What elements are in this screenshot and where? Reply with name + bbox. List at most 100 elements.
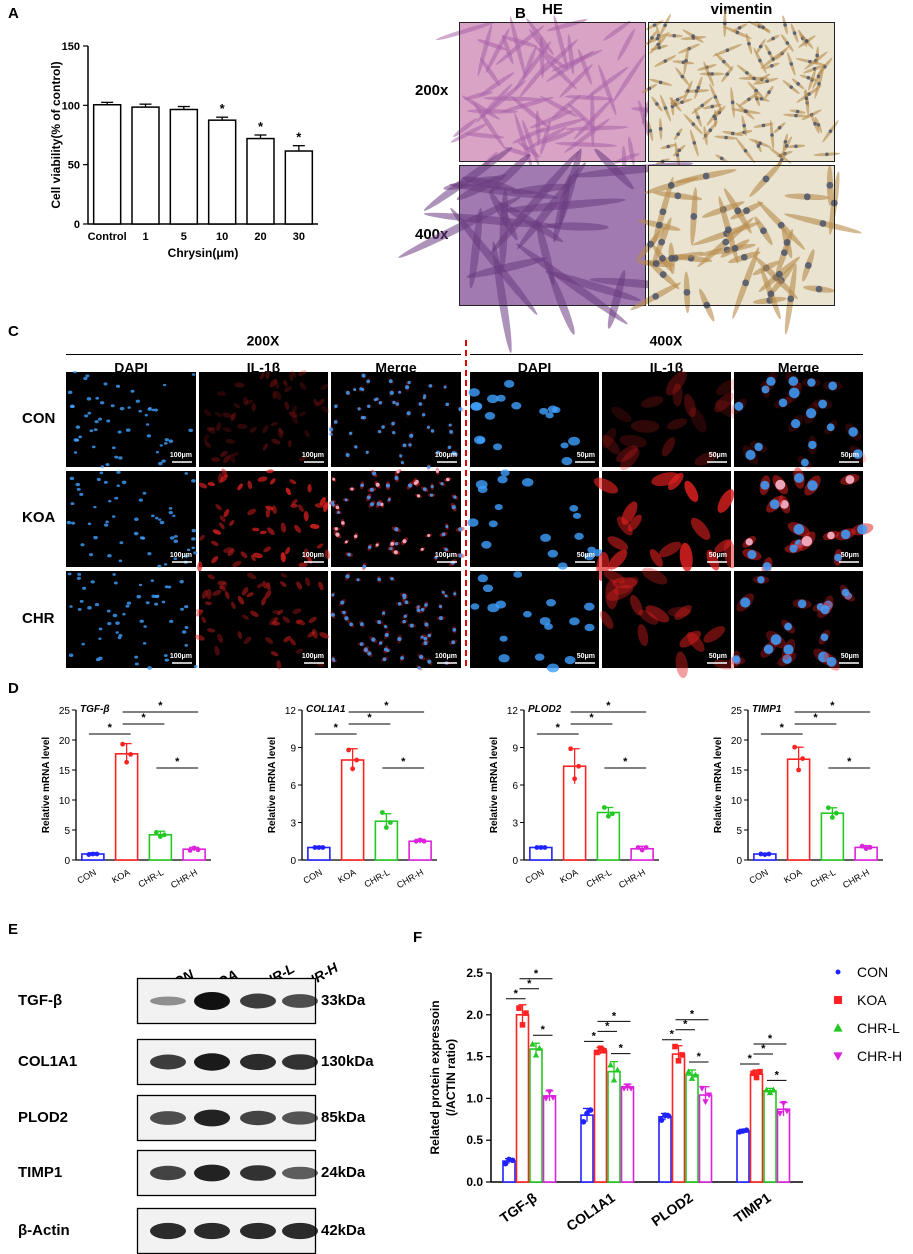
bar [169, 108, 199, 225]
nucleus [103, 480, 108, 484]
nucleus [404, 385, 410, 390]
y-tick-label: 0.0 [466, 1175, 483, 1189]
data-point [685, 1068, 692, 1075]
il1b-signal [212, 529, 222, 535]
blot-name: β-Actin [18, 1222, 70, 1239]
panel-label-c: C [8, 323, 19, 340]
data-point [607, 1061, 614, 1068]
he-cell [539, 96, 578, 117]
data-point [766, 1089, 774, 1096]
nucleus [477, 574, 489, 583]
il1b-signal [280, 573, 288, 578]
nucleus [95, 396, 100, 400]
nucleus [482, 584, 494, 593]
he-cell [519, 60, 550, 98]
nucleus [745, 449, 756, 461]
nucleus [87, 411, 92, 415]
nucleus [569, 617, 580, 626]
nucleus [105, 463, 110, 467]
nucleus [547, 549, 559, 558]
nucleus [113, 581, 118, 585]
image-background [66, 471, 196, 567]
nucleus [453, 592, 457, 596]
nucleus [151, 408, 155, 412]
nucleus [403, 614, 407, 618]
fluorescence-image: 100μm [330, 571, 461, 671]
he-cell [536, 219, 555, 286]
il1b-signal [242, 396, 249, 407]
he-cell [435, 21, 496, 41]
nucleus [392, 400, 396, 405]
significance-star: * [367, 712, 372, 724]
nucleus [69, 404, 75, 409]
he-cell [551, 94, 581, 119]
data-point [128, 752, 134, 757]
nucleus [446, 477, 450, 482]
il1b-signal [290, 370, 297, 378]
nucleus [335, 505, 340, 510]
vimentin-nucleus [813, 121, 817, 126]
vimentin-nucleus [760, 227, 767, 235]
nucleus [762, 562, 772, 571]
blot-name: TGF-β [18, 992, 63, 1009]
band [282, 1222, 318, 1240]
nucleus [441, 590, 445, 594]
il1b-signal [324, 549, 330, 560]
cells [197, 468, 330, 572]
nucleus [180, 607, 184, 611]
panel-label-f: F [413, 929, 423, 946]
vimentin-nucleus [747, 41, 751, 46]
micrograph-border [648, 22, 835, 162]
il1b-signal [284, 401, 290, 410]
il1b-signal [317, 398, 325, 406]
nucleus [344, 540, 348, 544]
il1b-signal [689, 407, 707, 433]
nucleus [75, 425, 81, 429]
nucleus [88, 553, 94, 557]
vimentin-nucleus [806, 75, 811, 80]
nucleus [826, 656, 837, 667]
il1b-signal [195, 608, 203, 613]
significance-star: * [592, 1030, 597, 1042]
nucleus [372, 471, 377, 476]
il1b-signal [196, 609, 204, 617]
significance-star: * [748, 1053, 753, 1065]
x-tick-label: KOA [558, 867, 579, 885]
il1b-signal [667, 606, 691, 618]
nucleus [328, 427, 334, 432]
panel-d-chart: COL1A1 0 3 6 9 12 Relative mRNA level CON KOA CHR… [267, 700, 437, 890]
column-label: DAPI [114, 360, 147, 376]
il1b-signal [265, 370, 270, 379]
nucleus [119, 541, 124, 545]
il1b-signal [269, 378, 278, 388]
vimentin-nucleus [740, 253, 748, 261]
nucleus [163, 383, 167, 387]
vimentin-background [648, 165, 835, 306]
vimentin-nucleus [803, 193, 811, 201]
x-tick-label: KOA [782, 867, 803, 885]
data-point [354, 757, 360, 763]
il1b-signal [204, 409, 212, 417]
il1b-signal [703, 626, 726, 643]
nucleus [145, 601, 150, 605]
il1b-signal [242, 614, 249, 620]
scale-bar-label: 100μm [435, 452, 457, 459]
nucleus [105, 520, 109, 524]
nucleus [134, 662, 139, 666]
nucleus [163, 654, 168, 657]
nucleus [389, 390, 394, 396]
nucleus [164, 585, 169, 589]
nucleus [159, 520, 165, 525]
nucleus [449, 430, 454, 434]
il1b-signal [266, 469, 274, 474]
il1b-signal [230, 601, 236, 609]
data-point [867, 845, 873, 850]
nucleus [74, 438, 80, 442]
fluorescence-image: 50μm [734, 467, 874, 576]
data-point [675, 1057, 682, 1064]
vimentin-nucleus [672, 33, 677, 38]
data-point [833, 810, 839, 816]
data-point [624, 1083, 631, 1090]
nucleus [118, 456, 123, 460]
data-point [379, 810, 385, 815]
